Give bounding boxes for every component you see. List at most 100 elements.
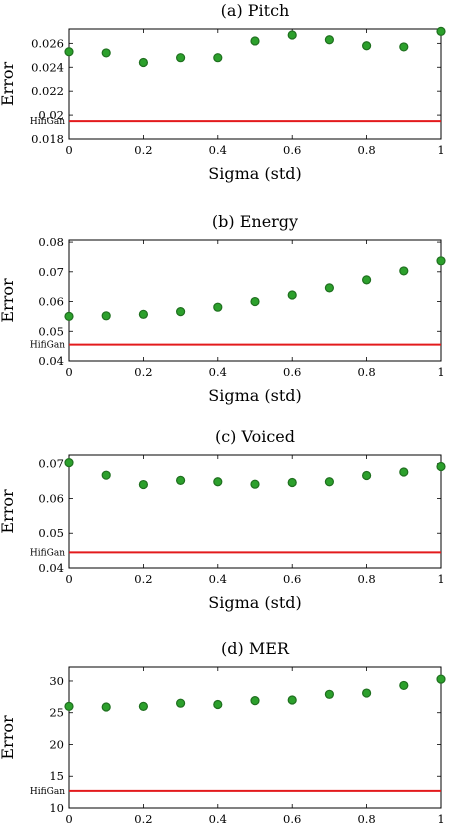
x-tick-label: 0 bbox=[65, 365, 72, 379]
chart-title: (c) Voiced bbox=[215, 427, 295, 446]
x-tick-label: 1 bbox=[437, 365, 444, 379]
data-point bbox=[399, 42, 409, 52]
data-point bbox=[362, 41, 372, 51]
data-point bbox=[138, 309, 148, 319]
data-point bbox=[138, 57, 148, 68]
data-point bbox=[287, 695, 297, 705]
x-tick-label: 0.6 bbox=[283, 365, 301, 379]
data-point bbox=[324, 35, 334, 45]
x-axis-label: Sigma (std) bbox=[208, 164, 301, 183]
data-point bbox=[362, 275, 372, 285]
y-tick-label: 0.07 bbox=[38, 265, 64, 279]
x-tick-label: 0.4 bbox=[209, 572, 227, 586]
y-tick-label: 20 bbox=[49, 737, 64, 751]
chart-panel-2: (c) Voiced 0 0.2 0.4 0.6 0.8 1 0.04 0.05 0.06 0.07… bbox=[0, 427, 446, 612]
data-point bbox=[436, 26, 446, 36]
y-tick-label: 0.02 bbox=[38, 108, 64, 122]
data-point bbox=[64, 458, 74, 468]
data-point bbox=[64, 311, 74, 322]
chart-title: (d) MER bbox=[221, 639, 290, 658]
y-tick-label: 0.08 bbox=[38, 235, 64, 249]
data-point bbox=[362, 470, 372, 481]
data-point bbox=[101, 48, 111, 58]
y-tick-label: 0.05 bbox=[38, 526, 64, 540]
data-point bbox=[250, 36, 260, 46]
data-point bbox=[399, 680, 409, 691]
x-tick-label: 0 bbox=[65, 143, 72, 157]
y-axis-label: Error bbox=[0, 489, 17, 534]
data-point bbox=[64, 47, 74, 57]
y-tick-label: 0.06 bbox=[38, 491, 64, 505]
data-point bbox=[399, 467, 409, 477]
x-tick-label: 1 bbox=[437, 812, 444, 826]
plot-frame bbox=[68, 454, 442, 569]
y-tick-label: 0.018 bbox=[31, 132, 64, 146]
data-point bbox=[176, 698, 186, 708]
data-point bbox=[213, 699, 223, 710]
x-tick-label: 0.8 bbox=[357, 572, 375, 586]
x-tick-label: 0.2 bbox=[134, 365, 152, 379]
y-tick-label: 30 bbox=[49, 674, 64, 688]
y-tick-label: 25 bbox=[49, 706, 64, 720]
baseline-label: HifiGan bbox=[30, 341, 65, 351]
y-axis-label: Error bbox=[0, 715, 17, 760]
x-tick-label: 0.4 bbox=[209, 143, 227, 157]
data-point bbox=[213, 477, 223, 487]
data-point bbox=[399, 266, 409, 276]
baseline-label: HifiGan bbox=[30, 548, 65, 558]
data-point bbox=[287, 477, 297, 488]
y-tick-label: 0.04 bbox=[38, 561, 64, 575]
x-tick-label: 0.6 bbox=[283, 812, 301, 826]
chart-title: (b) Energy bbox=[212, 212, 298, 231]
y-tick-label: 0.022 bbox=[31, 84, 64, 98]
data-point bbox=[101, 702, 111, 712]
data-point bbox=[250, 479, 260, 489]
y-tick-label: 15 bbox=[49, 769, 64, 783]
data-point bbox=[362, 688, 372, 698]
y-axis-label: Error bbox=[0, 278, 17, 323]
x-tick-label: 0.8 bbox=[357, 365, 375, 379]
data-point bbox=[436, 674, 446, 684]
data-point bbox=[324, 477, 334, 487]
plot-frame bbox=[68, 28, 442, 140]
y-tick-label: 10 bbox=[49, 801, 64, 815]
y-tick-label: 0.026 bbox=[31, 36, 64, 50]
data-point bbox=[101, 470, 111, 480]
y-tick-label: 0.024 bbox=[31, 60, 64, 74]
data-point bbox=[287, 290, 297, 300]
x-tick-label: 0.6 bbox=[283, 143, 301, 157]
x-tick-label: 0.2 bbox=[134, 812, 152, 826]
chart-panel-0: (a) Pitch 0 0.2 0.4 0.6 0.8 1 0.018 0.02 0.022 0.0… bbox=[0, 1, 446, 183]
x-tick-label: 0.8 bbox=[357, 812, 375, 826]
plot-frame bbox=[68, 239, 442, 362]
baseline-label: HifiGan bbox=[30, 117, 65, 127]
data-point bbox=[101, 311, 111, 321]
data-point bbox=[176, 475, 186, 485]
y-axis-label: Error bbox=[0, 62, 17, 107]
data-point bbox=[324, 283, 334, 293]
data-point bbox=[176, 53, 186, 63]
chart-panel-1: (b) Energy 0 0.2 0.4 0.6 0.8 1 0.04 0.05 0.06 0.07… bbox=[0, 212, 446, 405]
data-point bbox=[324, 689, 334, 699]
x-axis-label: Sigma (std) bbox=[208, 593, 301, 612]
y-tick-label: 0.06 bbox=[38, 295, 64, 309]
x-tick-label: 0.2 bbox=[134, 143, 152, 157]
x-tick-label: 1 bbox=[437, 143, 444, 157]
data-point bbox=[436, 256, 446, 266]
x-tick-label: 0.4 bbox=[209, 812, 227, 826]
plot-frame bbox=[68, 666, 442, 809]
x-tick-label: 0.2 bbox=[134, 572, 152, 586]
data-point bbox=[138, 479, 148, 490]
data-point bbox=[250, 296, 260, 307]
y-tick-label: 0.07 bbox=[38, 457, 64, 471]
data-point bbox=[287, 30, 297, 40]
x-axis-label: Sigma (std) bbox=[208, 386, 301, 405]
x-tick-label: 0.4 bbox=[209, 365, 227, 379]
y-tick-label: 0.04 bbox=[38, 354, 64, 368]
data-point bbox=[213, 53, 223, 63]
y-tick-label: 0.05 bbox=[38, 324, 64, 338]
data-point bbox=[138, 701, 148, 711]
chart-title: (a) Pitch bbox=[221, 1, 290, 20]
